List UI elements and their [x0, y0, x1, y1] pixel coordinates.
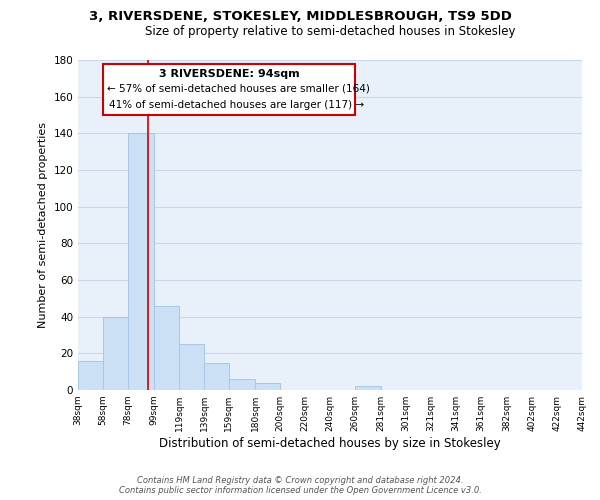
Bar [103, 316, 128, 390]
Bar [229, 379, 255, 390]
Text: 41% of semi-detached houses are larger (117) →: 41% of semi-detached houses are larger (… [109, 100, 364, 110]
Text: ← 57% of semi-detached houses are smaller (164): ← 57% of semi-detached houses are smalle… [107, 84, 370, 94]
Bar [179, 344, 204, 390]
FancyBboxPatch shape [103, 64, 355, 115]
Text: Contains HM Land Registry data © Crown copyright and database right 2024.
Contai: Contains HM Land Registry data © Crown c… [119, 476, 481, 495]
Title: Size of property relative to semi-detached houses in Stokesley: Size of property relative to semi-detach… [145, 25, 515, 38]
X-axis label: Distribution of semi-detached houses by size in Stokesley: Distribution of semi-detached houses by … [159, 437, 501, 450]
Bar [255, 382, 280, 390]
Y-axis label: Number of semi-detached properties: Number of semi-detached properties [38, 122, 48, 328]
Bar [355, 386, 381, 390]
Bar [204, 362, 229, 390]
Text: 3 RIVERSDENE: 94sqm: 3 RIVERSDENE: 94sqm [158, 69, 299, 79]
Text: 3, RIVERSDENE, STOKESLEY, MIDDLESBROUGH, TS9 5DD: 3, RIVERSDENE, STOKESLEY, MIDDLESBROUGH,… [89, 10, 511, 23]
Bar [78, 360, 103, 390]
Bar [154, 306, 179, 390]
Bar [128, 134, 154, 390]
